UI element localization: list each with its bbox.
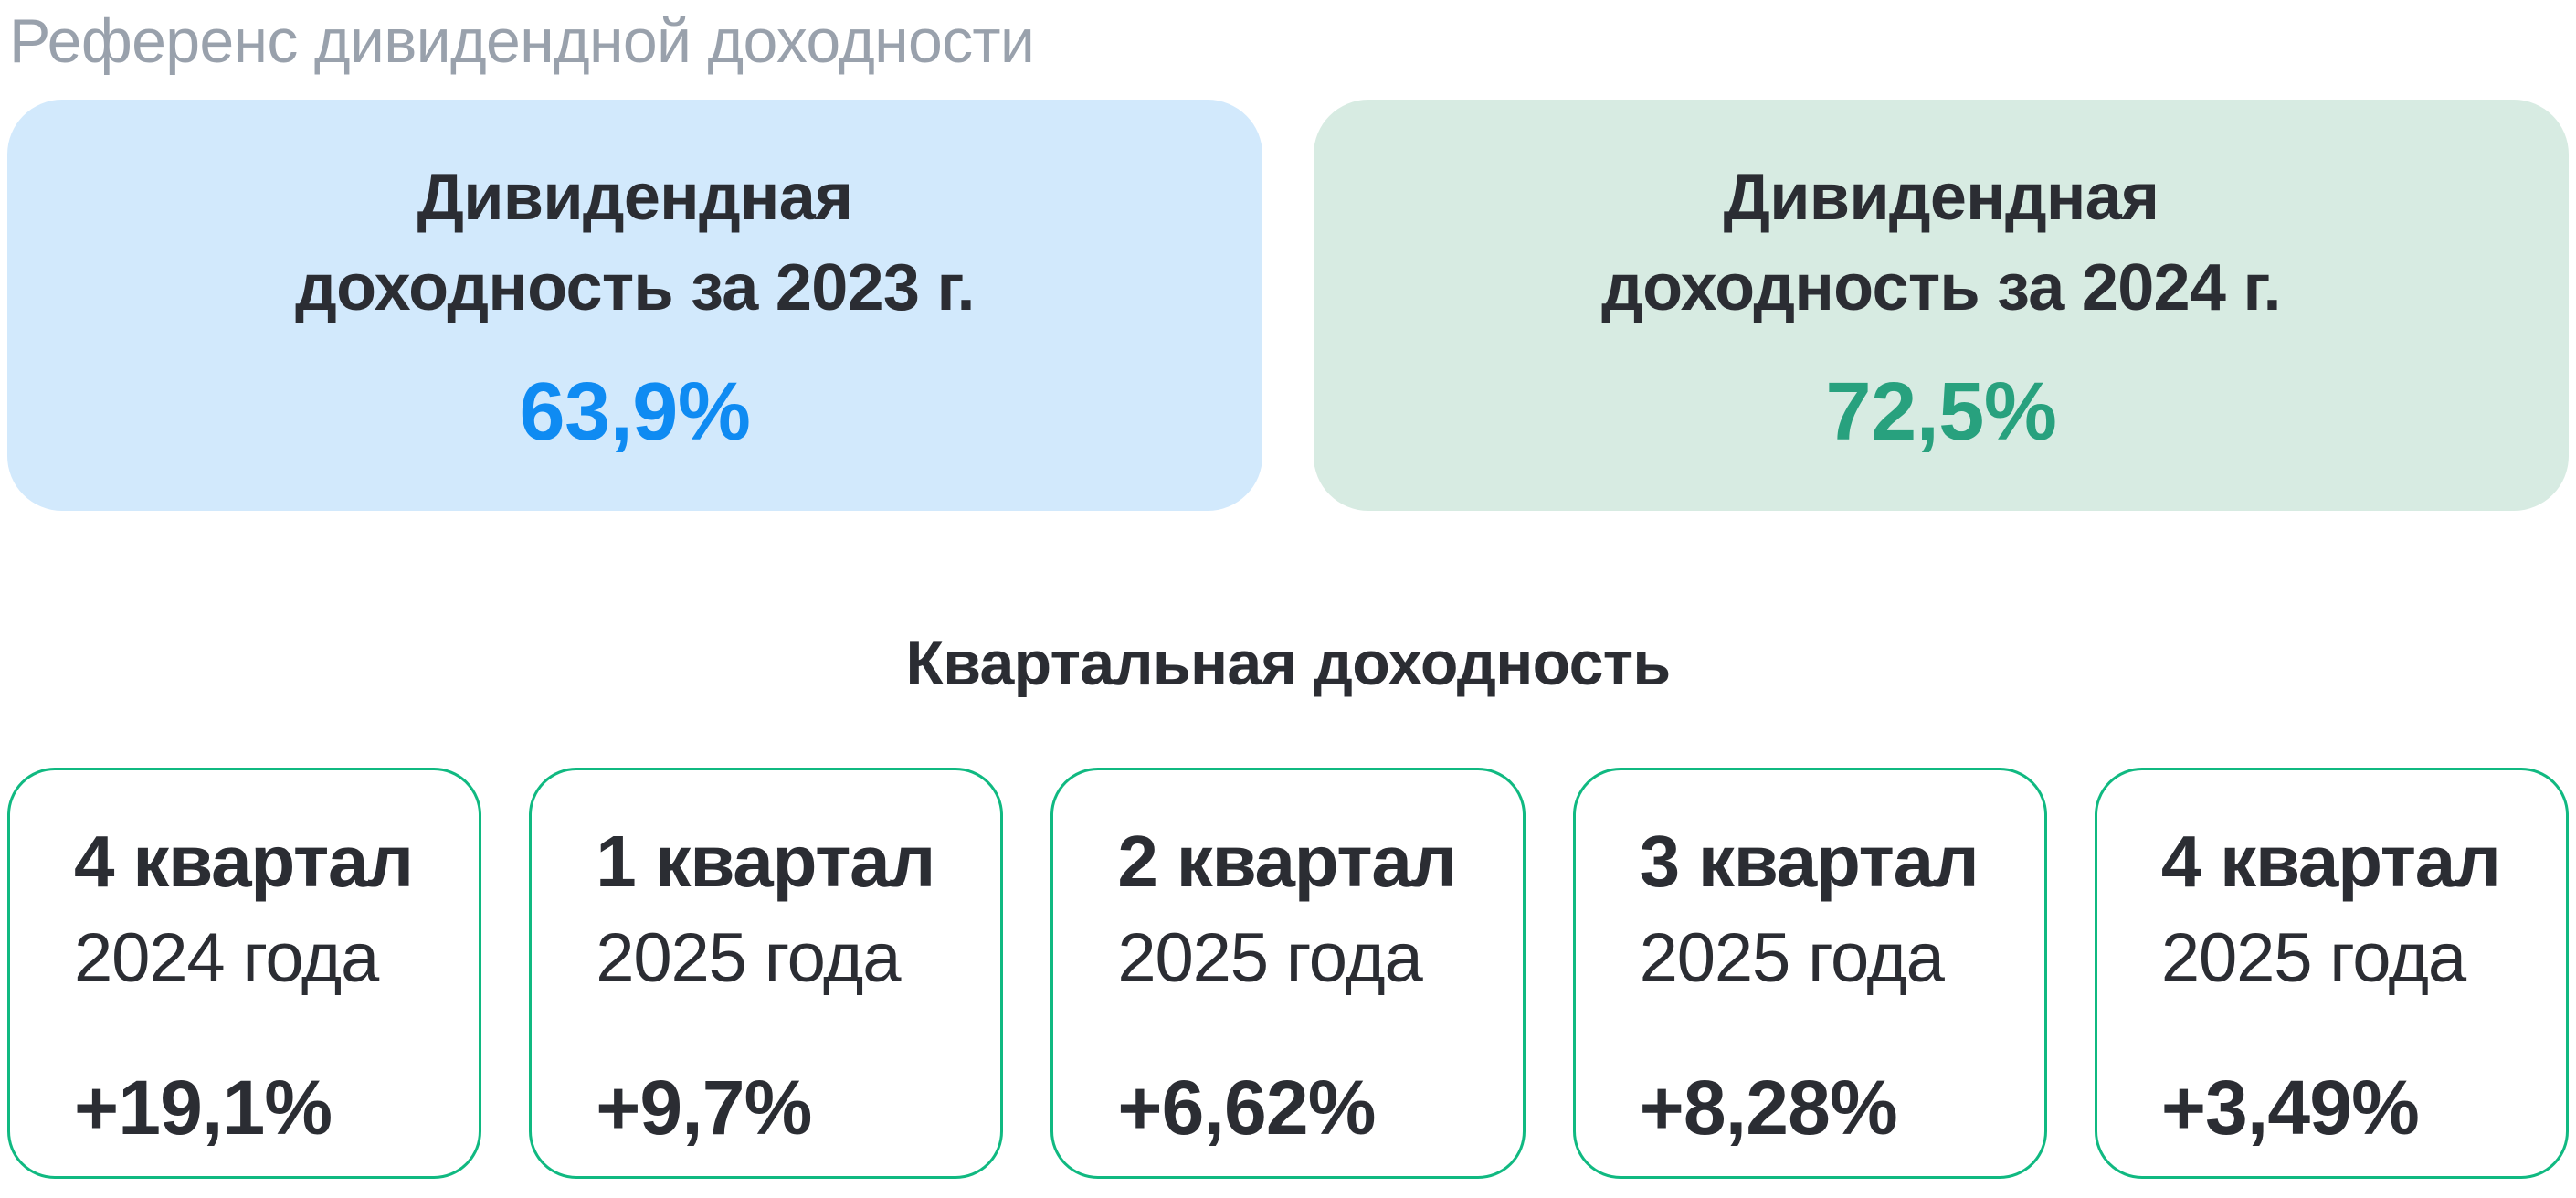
annual-card-2023-value: 63,9% <box>519 366 751 458</box>
quarter-year: 2025 года <box>1639 918 1945 997</box>
annual-card-2024-title: Дивидендная доходность за 2024 г. <box>1314 153 2569 334</box>
quarter-label: 3 квартал <box>1639 820 1980 902</box>
quarter-value: +8,28% <box>1639 1065 1898 1151</box>
annual-card-2024-value: 72,5% <box>1825 366 2057 458</box>
quarter-year: 2025 года <box>2160 918 2466 997</box>
quarter-label: 4 квартал <box>2160 820 2501 902</box>
quarter-value: +3,49% <box>2160 1065 2420 1151</box>
annual-card-2023-title-line2: доходность за 2023 г. <box>295 251 975 325</box>
annual-card-2023: Дивидендная доходность за 2023 г. 63,9% <box>7 99 1262 511</box>
section-heading: Квартальная доходность <box>905 628 1671 698</box>
quarter-label: 1 квартал <box>596 820 935 902</box>
quarter-label: 4 квартал <box>74 820 414 902</box>
quarter-card-q2-2025: 2 квартал 2025 года +6,62% <box>1050 767 1526 1179</box>
quarter-value: +9,7% <box>596 1065 812 1151</box>
annual-cards-row: Дивидендная доходность за 2023 г. 63,9% … <box>7 99 2569 511</box>
quarter-value: +19,1% <box>74 1065 333 1151</box>
quarter-label: 2 квартал <box>1117 820 1457 902</box>
annual-card-2024-title-line2: доходность за 2024 г. <box>1601 251 2281 325</box>
quarter-year: 2024 года <box>74 918 379 997</box>
quarter-value: +6,62% <box>1117 1065 1376 1151</box>
quarter-card-q4-2025: 4 квартал 2025 года +3,49% <box>2094 767 2570 1179</box>
quarter-year: 2025 года <box>1117 918 1422 997</box>
quarter-card-q1-2025: 1 квартал 2025 года +9,7% <box>529 767 1004 1179</box>
quarter-card-q4-2024: 4 квартал 2024 года +19,1% <box>7 767 482 1179</box>
annual-card-2023-title-line1: Дивидендная <box>417 160 853 234</box>
annual-card-2024: Дивидендная доходность за 2024 г. 72,5% <box>1314 99 2569 511</box>
annual-card-2024-title-line1: Дивидендная <box>1723 160 2159 234</box>
quarter-card-q3-2025: 3 квартал 2025 года +8,28% <box>1572 767 2047 1179</box>
page-title: Референс дивидендной доходности <box>9 6 1035 76</box>
quarter-year: 2025 года <box>596 918 901 997</box>
quarter-cards-row: 4 квартал 2024 года +19,1% 1 квартал 202… <box>7 767 2570 1179</box>
annual-card-2023-title: Дивидендная доходность за 2023 г. <box>7 153 1262 334</box>
